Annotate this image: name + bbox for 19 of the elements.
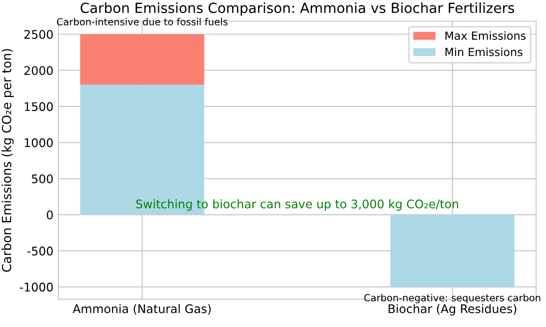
- y-tick-label: -500: [27, 246, 53, 256]
- y-tick-label: 2000: [24, 66, 53, 75]
- bar: [390, 214, 514, 287]
- bar: [80, 34, 204, 85]
- annotation: Carbon-negative: sequesters carbon: [364, 294, 540, 304]
- x-tick-label: Ammonia (Natural Gas): [72, 304, 211, 315]
- chart-title: Carbon Emissions Comparison: Ammonia vs Biochar Fertilizers: [80, 2, 514, 16]
- y-tick-label: -1000: [20, 282, 53, 292]
- y-tick-label: 1500: [24, 102, 53, 112]
- annotation: Switching to biochar can save up to 3,000 kg CO₂e/ton: [136, 199, 458, 211]
- y-tick-label: 0: [46, 210, 53, 220]
- y-axis-title: Carbon Emissions (kg CO₂e per ton): [2, 49, 14, 272]
- annotation: Carbon-intensive due to fossil fuels: [56, 18, 228, 26]
- y-tick-label: 500: [32, 174, 53, 184]
- legend-label: Max Emissions: [446, 31, 526, 40]
- x-tick-label: Biochar (Ag Residues): [388, 304, 516, 316]
- y-tick-label: 2500: [24, 30, 53, 39]
- y-tick-label: 1000: [24, 138, 53, 148]
- legend-label: Min Emissions: [446, 48, 522, 56]
